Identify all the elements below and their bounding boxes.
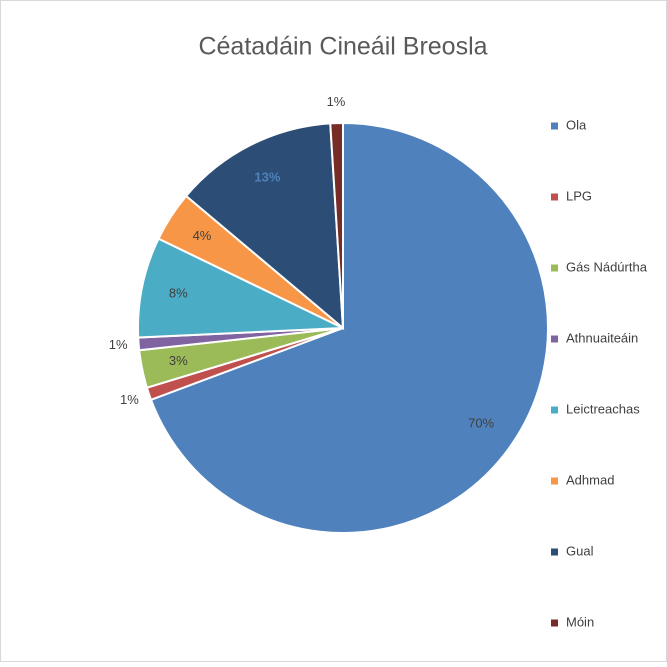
legend-label: Gás Nádúrtha — [566, 259, 648, 274]
legend-label: Leictreachas — [566, 401, 640, 416]
legend-label: Ola — [566, 117, 587, 132]
legend-swatch — [551, 406, 558, 414]
pie-slice — [329, 121, 344, 329]
legend-swatch — [551, 477, 558, 485]
data-label: 4% — [193, 228, 212, 243]
chart-title: Céatadáin Cineáil Breosla — [198, 33, 487, 61]
data-label: 1% — [120, 392, 139, 407]
data-label: 8% — [169, 286, 188, 301]
legend-swatch — [551, 264, 558, 272]
legend-swatch — [551, 193, 558, 201]
legend-label: LPG — [566, 188, 592, 203]
legend-swatch — [551, 335, 558, 343]
legend-label: Gual — [566, 543, 594, 558]
legend-swatch — [551, 122, 558, 130]
data-label: 1% — [327, 94, 346, 109]
legend-label: Móin — [566, 614, 594, 629]
pie-slice — [184, 122, 345, 331]
data-label: 3% — [169, 353, 188, 368]
legend-swatch — [551, 548, 558, 556]
data-label: 1% — [109, 337, 128, 352]
data-label: 13% — [254, 169, 280, 184]
pie-slice — [137, 237, 344, 339]
legend-label: Adhmad — [566, 472, 614, 487]
legend-label: Athnuaiteáin — [566, 330, 638, 345]
data-label: 70% — [468, 415, 494, 430]
legend-swatch — [551, 619, 558, 627]
pie-slice — [149, 121, 549, 534]
